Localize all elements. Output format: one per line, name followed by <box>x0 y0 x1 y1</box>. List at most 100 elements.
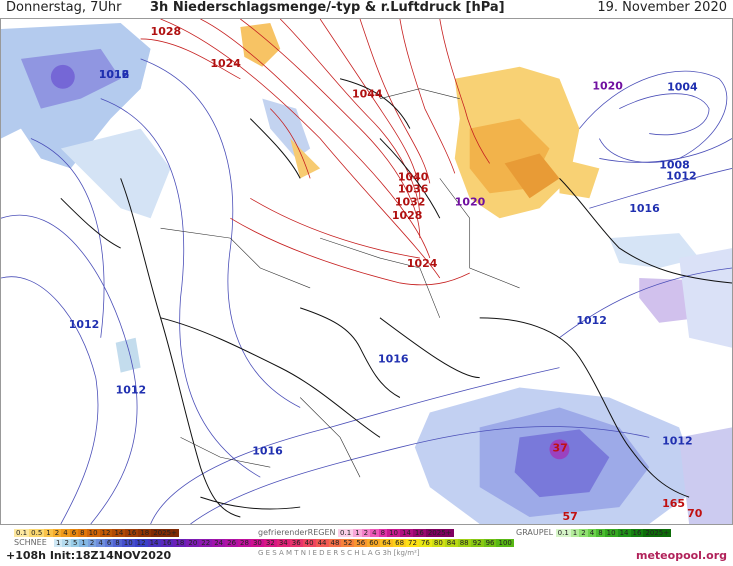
rain-legend-swatch: 10 <box>86 529 100 537</box>
snow-legend-swatch: 96 <box>483 539 497 547</box>
pressure-label: 1016 <box>99 68 130 81</box>
snow-area <box>262 98 311 159</box>
forecast-day-time: Donnerstag, 7Uhr <box>6 0 122 15</box>
snow-legend-swatch: 92 <box>470 539 484 547</box>
snow-legend-swatch: 64 <box>380 539 394 547</box>
snow-color-scale: 1 2 5 1 2 4 6 8 10 12 14 16 18 20 22 24 26 28 30 32 34 36 40 44… <box>14 538 514 547</box>
rain-legend-swatch: 2025+ <box>151 529 179 537</box>
snow-legend-swatch: 48 <box>328 539 342 547</box>
snow-legend-swatch: 1 <box>79 539 88 547</box>
snow-legend-swatch: 28 <box>238 539 251 547</box>
rain-legend-swatch: 4 <box>61 529 70 537</box>
rain-area <box>240 22 281 67</box>
snow-legend-swatch: 2 <box>62 539 71 547</box>
total-precip-caption: G E S A M T N I E D E R S C H L A G 3h [… <box>258 549 420 557</box>
freezing-rain-legend-name: gefrierenderREGEN <box>258 528 336 537</box>
precip-max-label: 70 <box>687 507 703 520</box>
graupel-legend-swatch: 14 <box>617 529 631 537</box>
freezing-legend-swatch: 4 <box>370 529 379 537</box>
pressure-label: 1012 <box>662 434 693 447</box>
snow-legend-swatch: 16 <box>160 539 174 547</box>
graupel-legend-name: GRAUPEL <box>516 528 554 537</box>
pressure-label: 1036 <box>398 182 429 195</box>
snow-legend-swatch: 20 <box>186 539 200 547</box>
rain-legend: 0.1 0.5 1 2 4 6 8 10 12 14 16 18 2025+ <box>14 528 179 537</box>
freezing-legend-swatch: 8 <box>378 529 388 537</box>
graupel-legend-swatch: 2 <box>579 529 588 537</box>
rain-legend-swatch: 6 <box>69 529 79 537</box>
pressure-label: 1040 <box>398 170 429 183</box>
country-borders <box>160 88 520 478</box>
rain-area <box>559 158 600 199</box>
graupel-legend: GRAUPEL 0.1 1 2 4 8 10 14 16 2025+ <box>516 528 672 537</box>
rain-legend-swatch: 8 <box>78 529 87 537</box>
rain-legend-swatch: 18 <box>138 529 152 537</box>
pressure-label: 1016 <box>252 444 283 457</box>
brand-text: meteopool.org <box>636 549 727 562</box>
precip-area <box>679 427 732 524</box>
precip-max-label: 37 <box>552 441 567 454</box>
chart-title: 3h Niederschlagsmenge/-typ & r.Luftdruck… <box>150 0 505 15</box>
freezing-legend-swatch: 2025+ <box>425 529 454 537</box>
graupel-legend-swatch: 1 <box>570 529 580 537</box>
rain-legend-swatch: 2 <box>52 529 62 537</box>
snow-legend-swatch: 56 <box>354 539 368 547</box>
snow-area <box>50 64 75 89</box>
snow-legend-swatch: 32 <box>263 539 277 547</box>
freezing-rain-legend: gefrierenderREGEN 0.1 1 2 4 8 10 14 16 2025+ <box>258 528 454 537</box>
pressure-label: 1028 <box>392 209 423 222</box>
snow-area <box>609 233 700 269</box>
snow-legend-swatch: 36 <box>289 539 303 547</box>
pressure-label: 1012 <box>666 169 697 182</box>
snow-area <box>679 248 732 348</box>
rain-area <box>290 138 321 179</box>
snow-area <box>60 128 171 219</box>
snow-legend-swatch: 8 <box>113 539 122 547</box>
snow-legend-swatch: 76 <box>418 539 432 547</box>
precipitation-layer <box>1 22 732 524</box>
snow-legend-swatch: 100 <box>496 539 514 547</box>
precip-area <box>514 429 610 498</box>
snow-legend-swatch: 4 <box>96 539 105 547</box>
snow-legend-swatch: 30 <box>250 539 264 547</box>
pressure-label: 1028 <box>151 25 182 38</box>
rain-legend-swatch: 16 <box>125 529 139 537</box>
snow-legend-swatch: 84 <box>444 539 458 547</box>
freezing-legend-swatch: 14 <box>399 529 413 537</box>
coastlines <box>60 78 732 518</box>
pressure-label: 1016 <box>629 202 660 215</box>
precip-max-label: 57 <box>562 510 577 523</box>
brand-logo: meteopool.org <box>636 549 727 562</box>
snow-legend-name: SCHNEE <box>14 538 47 547</box>
precip-area <box>115 337 141 373</box>
precip-core <box>549 439 570 460</box>
snow-legend: SCHNEE <box>14 538 47 547</box>
rain-legend-swatch: 12 <box>99 529 113 537</box>
snow-legend-swatch: 68 <box>393 539 407 547</box>
snow-legend-swatch: 24 <box>212 539 226 547</box>
snow-legend-swatch: 88 <box>457 539 471 547</box>
freezing-legend-swatch: 2 <box>361 529 371 537</box>
forecast-date: 19. November 2020 <box>597 0 727 15</box>
snow-legend-swatch: 10 <box>121 539 135 547</box>
rain-legend-swatch: 0.1 <box>14 529 30 537</box>
pressure-label: 1012 <box>99 68 130 81</box>
pressure-label: 1012 <box>576 314 607 327</box>
graupel-legend-swatch: 16 <box>630 529 644 537</box>
pressure-label: 1024 <box>407 257 438 270</box>
snow-legend-swatch: 60 <box>367 539 381 547</box>
pressure-label: 1016 <box>378 353 409 366</box>
graupel-legend-swatch: 0.1 <box>555 529 571 537</box>
freezing-legend-swatch: 0.1 <box>338 529 354 537</box>
pressure-label: 1020 <box>455 195 486 208</box>
pressure-label: 1020 <box>592 80 623 93</box>
snow-legend-swatch: 22 <box>199 539 213 547</box>
precip-max-label: 165 <box>662 497 685 510</box>
rain-legend-swatch: 0.5 <box>29 529 45 537</box>
freezing-legend-swatch: 1 <box>353 529 362 537</box>
pressure-label: 1012 <box>69 318 100 331</box>
pressure-label: 1008 <box>659 158 690 171</box>
snow-legend-swatch: 40 <box>302 539 316 547</box>
snow-legend-swatch: 14 <box>147 539 161 547</box>
